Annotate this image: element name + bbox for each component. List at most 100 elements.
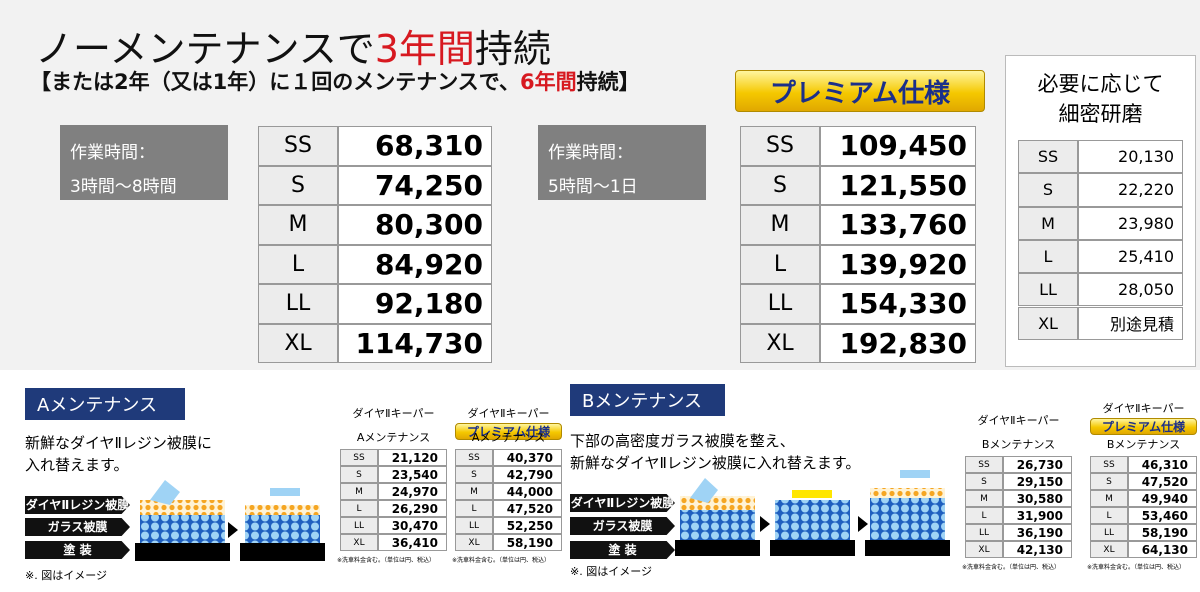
price-cell: 25,410 [1078, 239, 1183, 274]
price-cell: 80,300 [338, 205, 492, 245]
size-cell: LL [340, 517, 378, 534]
size-cell: M [340, 483, 378, 500]
price-cell: 20,130 [1078, 140, 1183, 174]
price-cell: 30,580 [1003, 490, 1072, 507]
note: ※. 図はイメージ [25, 569, 107, 582]
size-cell: L [740, 244, 820, 284]
price-cell: 154,330 [820, 284, 976, 324]
price-cell: 40,370 [493, 449, 562, 466]
price-cell: 別途見積 [1078, 306, 1183, 340]
price-cell: 42,130 [1003, 541, 1072, 558]
work-time-label: 作業時間： [548, 143, 633, 163]
size-cell: SS [258, 126, 338, 166]
heading: ノーメンテナンスで3年間持続 [35, 18, 551, 73]
layer-label: 塗 装 [570, 541, 675, 559]
price-cell: 26,730 [1003, 456, 1072, 473]
size-cell: SS [340, 449, 378, 466]
price-cell: 26,290 [378, 500, 447, 517]
work-time-box [538, 125, 706, 200]
heading-part: ノーメンテナンスで [35, 27, 375, 71]
diagram-b [675, 470, 950, 556]
size-cell: XL [965, 541, 1003, 558]
layer-label: ガラス被膜 [570, 517, 675, 535]
description: 新鮮なダイヤⅡレジン被膜に [25, 434, 212, 452]
table-subtitle: Bメンテナンス [1106, 438, 1181, 451]
size-cell: L [1090, 507, 1128, 524]
heading-part: 3年間 [374, 27, 475, 71]
size-cell: L [455, 500, 493, 517]
size-cell: S [965, 473, 1003, 490]
product-name: ダイヤⅡキーパー [1102, 402, 1185, 415]
price-cell: 22,220 [1078, 173, 1183, 207]
size-cell: S [340, 466, 378, 483]
price-cell: 44,000 [493, 483, 562, 500]
size-cell: SS [1018, 140, 1078, 174]
price-cell: 109,450 [820, 126, 976, 166]
heading: 【または2年（又は1年）に１回のメンテナンスで、6年間持続】 [30, 66, 640, 96]
size-cell: SS [455, 449, 493, 466]
price-cell: 64,130 [1128, 541, 1197, 558]
note: ※. 図はイメージ [570, 565, 652, 578]
size-cell: XL [1018, 306, 1078, 340]
size-cell: M [258, 205, 338, 245]
heading-part: 6年間 [519, 70, 577, 94]
work-time-label: 作業時間： [70, 143, 155, 163]
price-cell: 30,470 [378, 517, 447, 534]
price-cell: 36,410 [378, 534, 447, 551]
heading-part: 持続 [474, 27, 551, 71]
size-cell: LL [740, 284, 820, 324]
price-cell: 28,050 [1078, 273, 1183, 307]
price-cell: 24,970 [378, 483, 447, 500]
size-cell: SS [1090, 456, 1128, 473]
size-cell: S [455, 466, 493, 483]
price-cell: 36,190 [1003, 524, 1072, 541]
layer-label: ダイヤⅡレジン被膜 [570, 494, 675, 512]
price-cell: 58,190 [1128, 524, 1197, 541]
size-cell: L [965, 507, 1003, 524]
size-cell: XL [455, 534, 493, 551]
layer-label: 塗 装 [25, 541, 130, 559]
price-cell: 192,830 [820, 323, 976, 363]
price-cell: 52,250 [493, 517, 562, 534]
price-cell: 46,310 [1128, 456, 1197, 473]
price-cell: 31,900 [1003, 507, 1072, 524]
size-cell: LL [455, 517, 493, 534]
size-cell: LL [258, 284, 338, 324]
size-cell: S [740, 165, 820, 205]
price-cell: 133,760 [820, 205, 976, 245]
heading-part: 持続】 [576, 70, 640, 94]
table-subtitle: Aメンテナンス [356, 431, 431, 444]
size-cell: LL [1018, 273, 1078, 307]
footnote: ※洗車料金含む。（単位は円、税込） [1087, 564, 1186, 571]
work-time: 5時間〜1日 [548, 177, 638, 197]
product-name: ダイヤⅡキーパー [352, 407, 435, 420]
price-cell: 21,120 [378, 449, 447, 466]
price-cell: 68,310 [338, 126, 492, 166]
size-cell: M [1090, 490, 1128, 507]
price-cell: 114,730 [338, 323, 492, 363]
premium-badge: プレミアム仕様 [1090, 418, 1197, 435]
layer-label: ダイヤⅡレジン被膜 [25, 496, 130, 514]
size-cell: M [1018, 206, 1078, 240]
work-time: 3時間〜8時間 [70, 177, 177, 197]
price-cell: 23,540 [378, 466, 447, 483]
size-cell: XL [340, 534, 378, 551]
size-cell: L [340, 500, 378, 517]
price-cell: 29,150 [1003, 473, 1072, 490]
footnote: ※洗車料金含む。（単位は円、税込） [962, 564, 1061, 571]
work-time-box [60, 125, 228, 200]
footnote: ※洗車料金含む。（単位は円、税込） [452, 557, 551, 564]
size-cell: XL [258, 323, 338, 363]
premium-badge: プレミアム仕様 [455, 423, 562, 440]
size-cell: M [740, 205, 820, 245]
size-cell: S [1018, 173, 1078, 207]
price-cell: 47,520 [1128, 473, 1197, 490]
price-cell: 92,180 [338, 284, 492, 324]
polish-title: 細密研磨 [1058, 102, 1143, 126]
description: 新鮮なダイヤⅡレジン被膜に入れ替えます。 [570, 454, 861, 472]
polish-title: 必要に応じて [1037, 72, 1164, 96]
premium-badge: プレミアム仕様 [735, 70, 985, 112]
size-cell: XL [1090, 541, 1128, 558]
table-subtitle: Aメンテナンス [471, 431, 546, 444]
